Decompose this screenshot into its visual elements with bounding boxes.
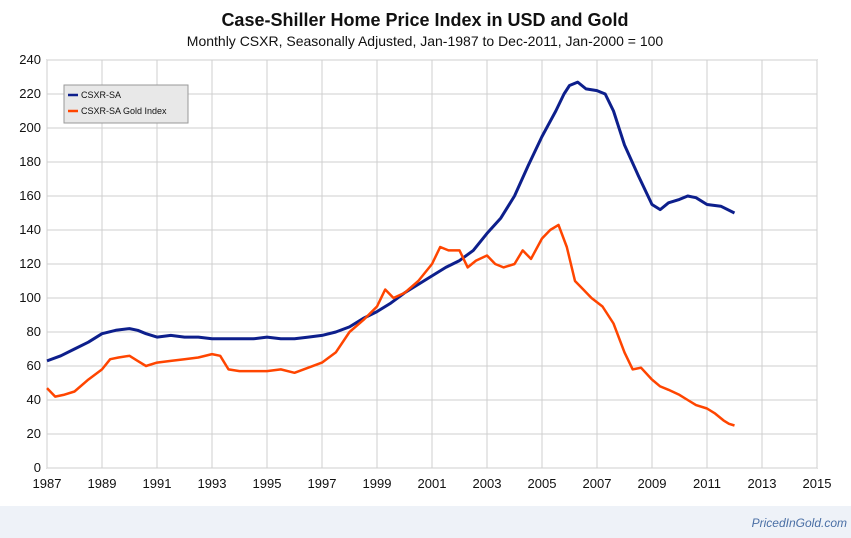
y-tick-label: 40 — [27, 392, 41, 407]
y-tick-label: 80 — [27, 324, 41, 339]
x-tick-label: 2001 — [418, 476, 447, 491]
x-tick-label: 2011 — [693, 476, 721, 491]
x-tick-label: 1987 — [33, 476, 62, 491]
y-tick-label: 120 — [19, 256, 41, 271]
x-tick-label: 1999 — [363, 476, 392, 491]
x-tick-label: 1997 — [308, 476, 337, 491]
chart-title: Case-Shiller Home Price Index in USD and… — [221, 10, 628, 30]
y-tick-label: 140 — [19, 222, 41, 237]
x-tick-label: 1993 — [198, 476, 227, 491]
x-tick-label: 2003 — [473, 476, 502, 491]
y-tick-label: 200 — [19, 120, 41, 135]
x-tick-label: 1989 — [88, 476, 117, 491]
legend-label-csxr-sa: CSXR-SA — [81, 90, 121, 100]
y-tick-label: 160 — [19, 188, 41, 203]
legend-label-gold-index: CSXR-SA Gold Index — [81, 106, 167, 116]
y-tick-label: 180 — [19, 154, 41, 169]
y-tick-label: 20 — [27, 426, 41, 441]
y-axis-ticks: 0 20 40 60 80 100 120 140 160 180 200 220 240 — [19, 52, 41, 475]
legend: CSXR-SA CSXR-SA Gold Index — [63, 84, 189, 124]
x-tick-label: 2009 — [638, 476, 667, 491]
series-line-csxr-sa — [46, 80, 736, 363]
y-tick-label: 0 — [34, 460, 41, 475]
x-tick-label: 2007 — [583, 476, 612, 491]
x-tick-label: 2013 — [748, 476, 777, 491]
y-tick-label: 220 — [19, 86, 41, 101]
series-line-gold-index — [46, 223, 735, 427]
y-tick-label: 60 — [27, 358, 41, 373]
grid — [46, 59, 818, 469]
y-tick-label: 100 — [19, 290, 41, 305]
x-tick-label: 2005 — [528, 476, 557, 491]
legend-box — [63, 84, 189, 124]
chart-subtitle: Monthly CSXR, Seasonally Adjusted, Jan-1… — [187, 33, 664, 49]
chart: Case-Shiller Home Price Index in USD and… — [19, 10, 832, 491]
x-tick-label: 1995 — [253, 476, 282, 491]
x-axis-ticks: 1987 1989 1991 1993 1995 1997 1999 2001 2003 2005… — [33, 476, 832, 491]
x-tick-label: 2015 — [803, 476, 832, 491]
watermark: PricedInGold.com — [751, 516, 847, 530]
y-tick-label: 240 — [19, 52, 41, 67]
series-layer — [46, 80, 736, 427]
x-tick-label: 1991 — [143, 476, 172, 491]
footer-band: PricedInGold.com — [0, 506, 851, 538]
